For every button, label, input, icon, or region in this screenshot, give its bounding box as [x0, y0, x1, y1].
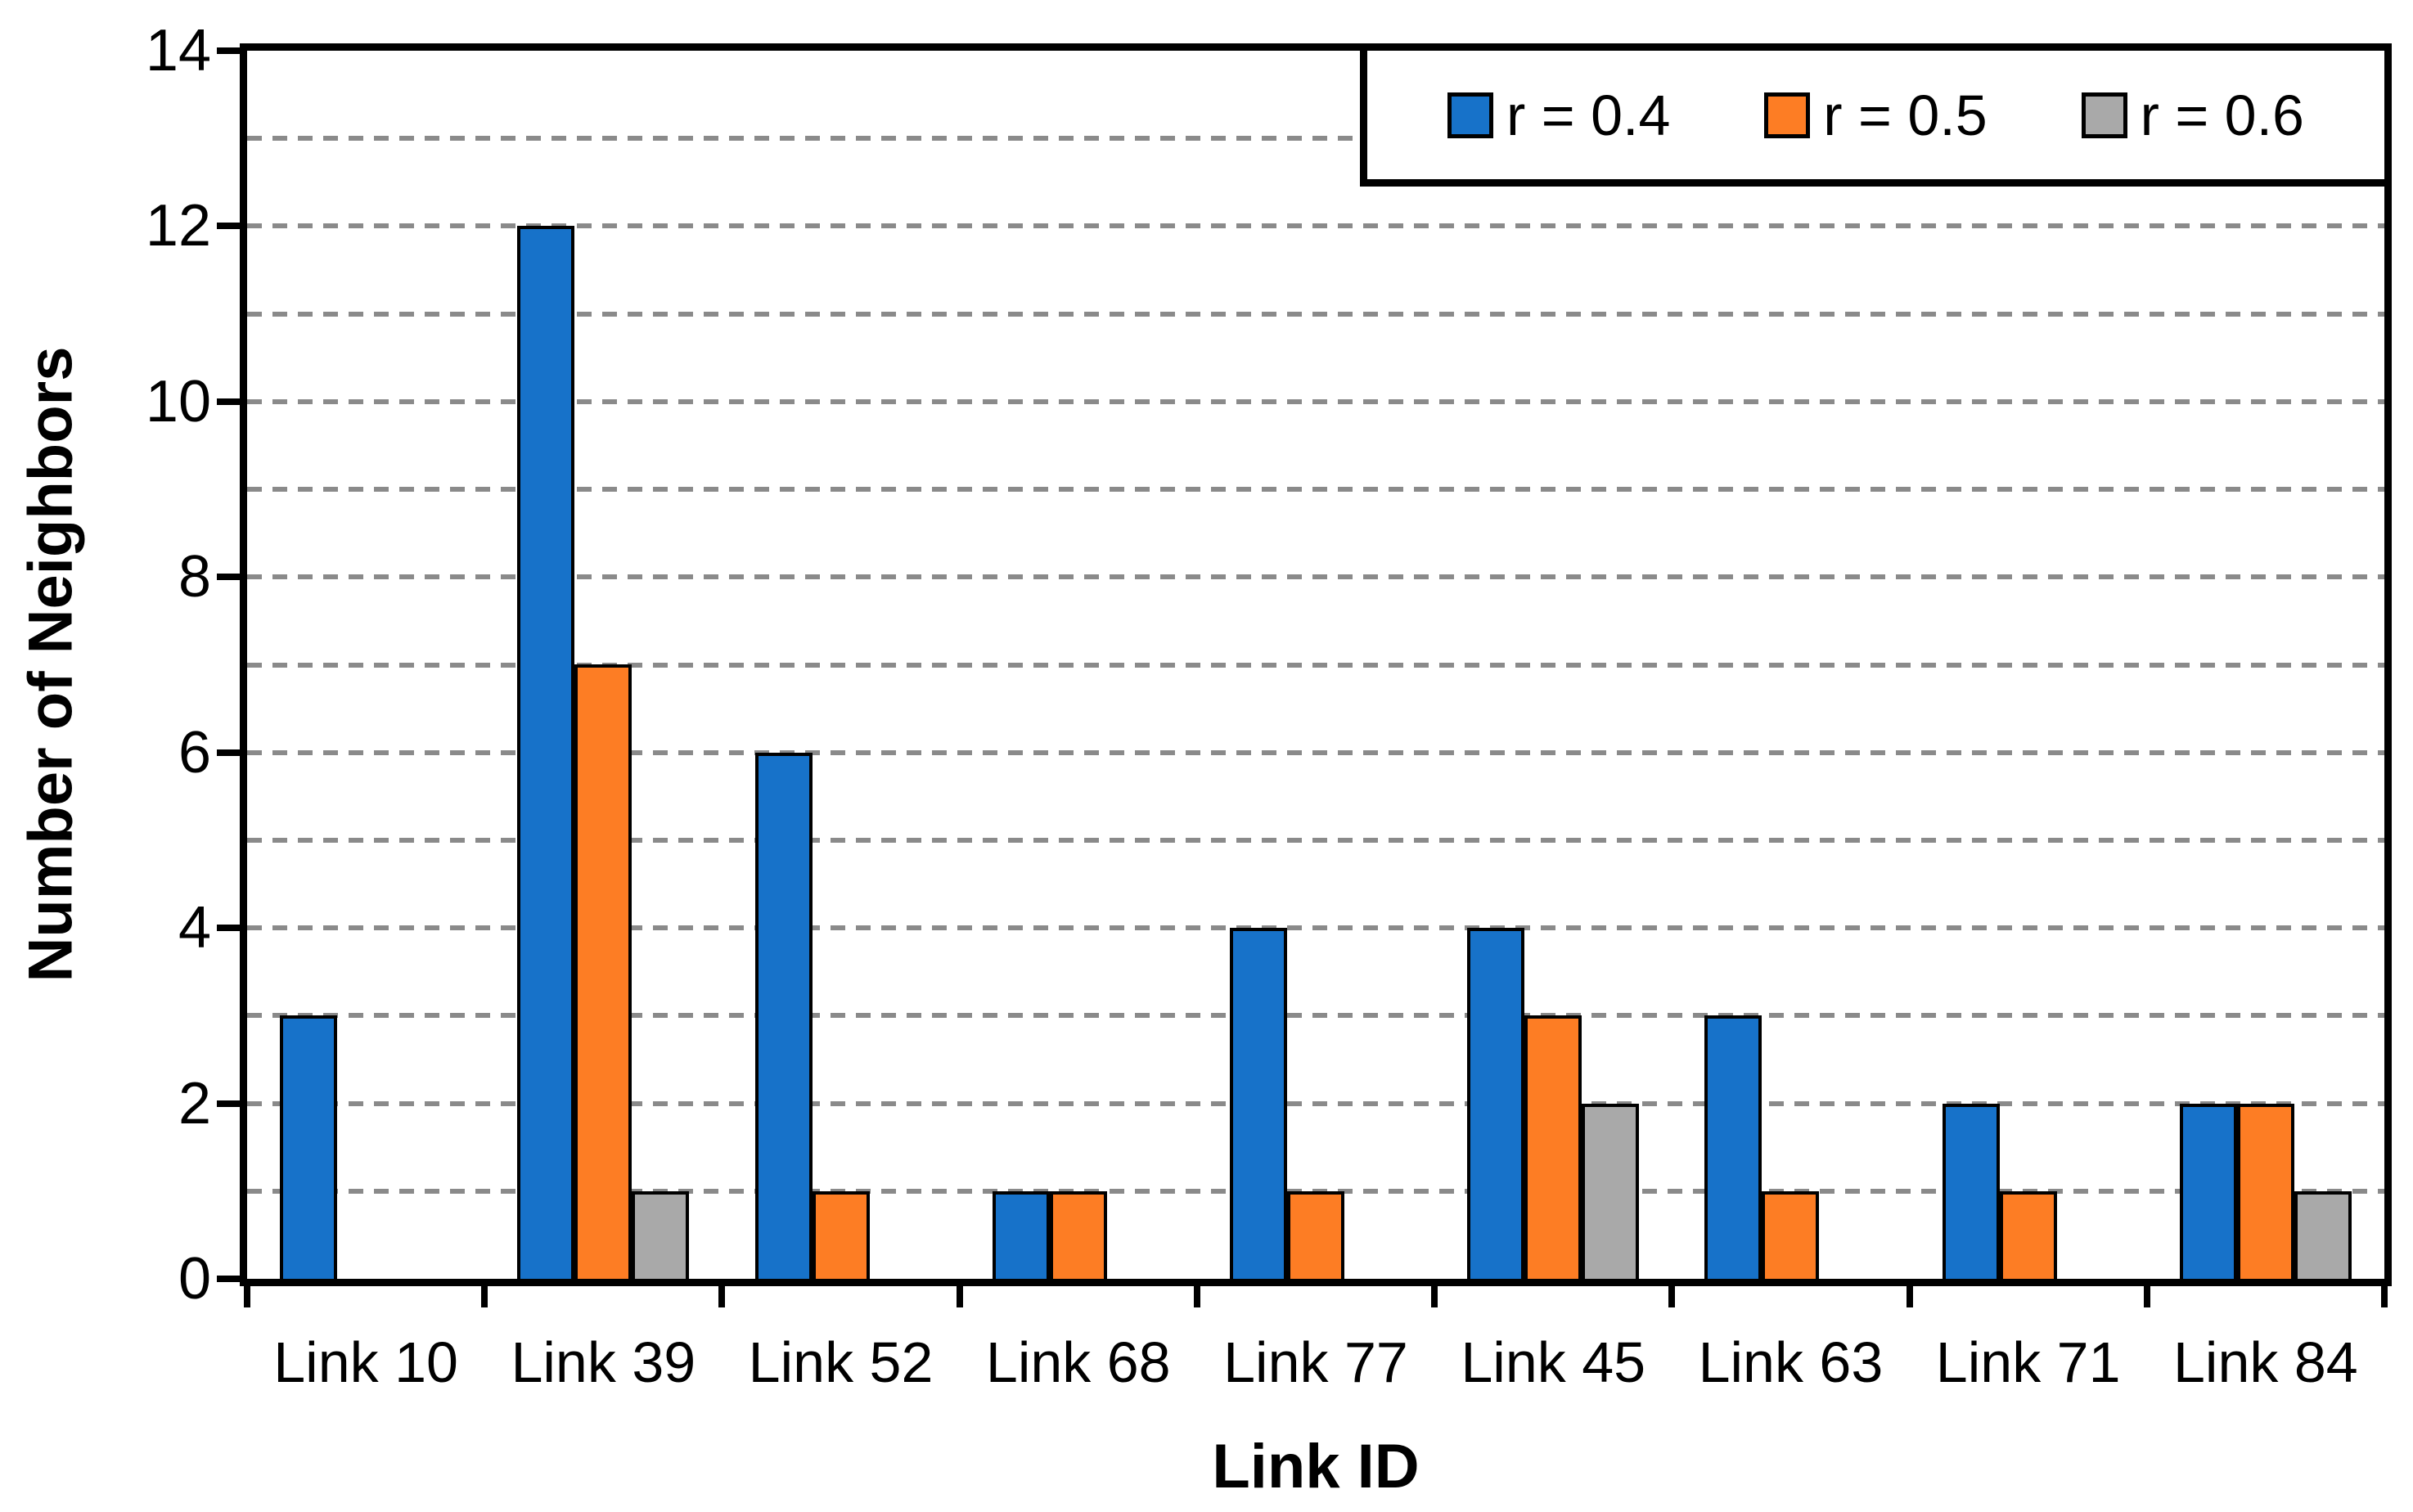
x-axis-tick [2381, 1286, 2388, 1307]
y-tick-label: 0 [178, 1246, 211, 1312]
x-tick-label: Link 84 [2173, 1330, 2358, 1394]
x-tick-label: Link 77 [1223, 1330, 1408, 1394]
legend-item: r = 0.5 [1764, 83, 1988, 148]
bar [1050, 1191, 1107, 1279]
gridline [247, 662, 2384, 668]
legend-label: r = 0.4 [1506, 83, 1671, 147]
y-tick-label: 14 [145, 18, 211, 83]
bar [1230, 928, 1287, 1279]
x-axis-tick [956, 1286, 963, 1307]
bar [1287, 1191, 1344, 1279]
bar [280, 1015, 337, 1279]
bar [574, 664, 632, 1279]
y-axis-tick [217, 1100, 240, 1107]
legend-swatch [1447, 92, 1493, 138]
bar [632, 1191, 689, 1279]
bar [2000, 1191, 2057, 1279]
gridline [247, 223, 2384, 229]
x-tick-label: Link 10 [273, 1330, 458, 1394]
gridline [247, 487, 2384, 493]
bar [1467, 928, 1524, 1279]
bar [1582, 1104, 1639, 1279]
x-axis-tick [1906, 1286, 1913, 1307]
y-axis-tick [217, 47, 240, 54]
x-tick-label: Link 45 [1461, 1330, 1646, 1394]
bar [2237, 1104, 2294, 1279]
x-tick-label: Link 39 [511, 1330, 696, 1394]
x-axis-title: Link ID [1212, 1432, 1420, 1501]
y-axis-tick [217, 223, 240, 230]
legend: r = 0.4 r = 0.5 r = 0.6 [1360, 43, 2392, 187]
x-axis-tick [1431, 1286, 1438, 1307]
legend-label: r = 0.6 [2140, 83, 2304, 147]
bar [2294, 1191, 2352, 1279]
y-tick-label: 2 [178, 1070, 211, 1136]
gridline [247, 1100, 2384, 1106]
legend-swatch [2081, 92, 2127, 138]
bar [2180, 1104, 2237, 1279]
x-axis-tick [1193, 1286, 1200, 1307]
gridline [247, 136, 2384, 142]
x-axis-tick [244, 1286, 250, 1307]
y-tick-label: 10 [145, 368, 211, 434]
x-axis-tick [2143, 1286, 2150, 1307]
y-tick-label: 8 [178, 544, 211, 610]
bar [517, 226, 574, 1279]
x-axis-tick [1668, 1286, 1676, 1307]
bar [1762, 1191, 1819, 1279]
bar [755, 753, 813, 1279]
x-axis-tick [481, 1286, 488, 1307]
y-axis-tick [217, 749, 240, 756]
legend-swatch [1764, 92, 1811, 138]
legend-item: r = 0.4 [1447, 83, 1670, 148]
gridline [247, 574, 2384, 580]
bar [1524, 1015, 1582, 1279]
bar [993, 1191, 1050, 1279]
gridline [247, 311, 2384, 317]
y-tick-label: 6 [178, 719, 211, 785]
gridline [247, 1013, 2384, 1019]
x-tick-label: Link 63 [1698, 1330, 1884, 1394]
y-tick-label: 4 [178, 895, 211, 961]
gridline [247, 749, 2384, 755]
y-tick-label: 12 [145, 193, 211, 259]
x-tick-label: Link 52 [748, 1330, 934, 1394]
bar [1704, 1015, 1762, 1279]
gridline [247, 398, 2384, 404]
y-axis-tick [217, 1276, 240, 1282]
x-tick-label: Link 68 [985, 1330, 1171, 1394]
gridline [247, 837, 2384, 843]
bar [1943, 1104, 2000, 1279]
y-axis-tick [217, 398, 240, 405]
bar [813, 1191, 870, 1279]
x-tick-label: Link 71 [1935, 1330, 2121, 1394]
y-axis-tick [217, 574, 240, 581]
legend-item: r = 0.6 [2081, 83, 2304, 148]
gridline [247, 925, 2384, 931]
gridline [247, 1188, 2384, 1194]
y-axis-title: Number of Neighbors [16, 346, 86, 983]
legend-label: r = 0.5 [1823, 83, 1988, 147]
y-axis-tick [217, 925, 240, 932]
x-axis-tick [718, 1286, 726, 1307]
